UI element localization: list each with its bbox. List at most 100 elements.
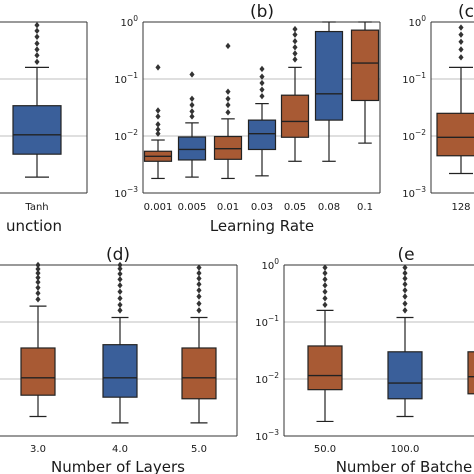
outlier-point [402,300,408,307]
box-0.005 [177,71,207,178]
panel-title: (c [458,2,474,22]
outlier-point [117,295,123,302]
box-body [181,347,217,400]
outlier-point [117,282,123,289]
outlier-point [35,284,41,291]
outlier-point [155,107,161,114]
box-body [20,347,56,396]
outlier-point [225,42,231,50]
x-tick-label: 128 [451,202,470,213]
x-tick-label: 0.1 [357,202,373,213]
outlier-point [196,293,202,300]
outlier-point [117,270,123,278]
box-body [12,105,62,155]
outlier-point [322,276,328,283]
outlier-point [155,126,161,133]
outlier-point [34,46,40,53]
outlier-point [458,24,464,31]
y-tick-label: 10−2 [255,371,279,386]
x-axis-label: Number of Batche [336,458,473,474]
outlier-point [35,290,41,297]
outlier-point [35,274,41,281]
x-axis-label: Number of Layers [51,458,185,474]
outlier-point [458,38,464,45]
box-body [436,112,474,157]
outlier-point [34,27,40,35]
outlier-point [402,287,408,294]
outlier-point [259,79,265,87]
y-tick-label: 10−3 [114,185,138,200]
outlier-point [189,101,195,109]
outlier-point [34,58,40,66]
x-tick-label: 0.08 [318,202,340,213]
y-tick-label: 100 [408,14,426,29]
outlier-point [117,261,123,269]
outlier-point [322,301,328,309]
x-axis-label: Learning Rate [210,217,314,235]
box-body [213,135,243,160]
box-body [177,136,207,161]
panel-title: (b) [250,2,274,22]
y-tick-label: 10−1 [114,71,138,86]
outlier-point [34,33,40,40]
outlier-point [35,269,41,277]
chart-panel: 3.0 4.0 5.0 (d) Number of Layers [0,245,238,474]
box-body [350,29,380,102]
outlier-point [322,264,328,271]
outlier-point [189,108,195,115]
chart-panel: 50.0 100.0 (e Number of Batche [283,245,474,474]
outlier-point [189,113,195,120]
outlier-point [35,296,41,303]
y-tick-label: 10−1 [402,71,426,86]
outlier-point [458,31,464,38]
box-0.1 [350,21,380,144]
outlier-point [189,95,195,102]
y-tick-label: 10−3 [255,428,279,443]
outlier-point [196,307,202,314]
x-tick-label: 0.005 [178,202,207,213]
outlier-point [196,300,202,307]
outlier-point [402,269,408,277]
box-extra-2 [467,351,474,395]
box-0.01 [213,42,243,180]
outlier-point [155,121,161,128]
x-tick-label: 3.0 [30,444,46,455]
y-tick-label: 10−2 [114,128,138,143]
outlier-point [402,275,408,282]
box-50.0 [307,264,343,423]
y-tick-label: 10−3 [402,185,426,200]
x-tick-label: Tanh [24,202,48,213]
outlier-point [292,56,298,63]
outlier-point [402,307,408,314]
box-100.0 [387,264,423,418]
outlier-point [117,301,123,309]
box-128 [436,24,474,175]
chart-panel: Tanh unction [0,21,88,235]
y-tick-label: 100 [120,14,138,29]
outlier-point [458,54,464,61]
outlier-point [259,92,265,100]
box-body [280,94,310,138]
x-tick-label: 5.0 [191,444,207,455]
outlier-point [225,95,231,102]
outlier-point [322,269,328,277]
box-body [307,345,343,391]
chart-panel: 128 (c [430,2,474,213]
outlier-point [117,265,123,272]
outlier-point [117,307,123,314]
outlier-point [322,288,328,295]
x-tick-label: 4.0 [112,444,128,455]
outlier-point [117,288,123,295]
box-5.0 [181,264,217,424]
box-body [314,30,344,121]
outlier-point [458,46,464,53]
outlier-point [259,73,265,80]
outlier-point [155,64,161,71]
x-axis-label: unction [6,217,62,235]
outlier-point [402,293,408,300]
outlier-point [225,88,231,95]
outlier-point [34,21,40,29]
outlier-point [196,287,202,294]
y-tick-label: 100 [261,257,279,272]
